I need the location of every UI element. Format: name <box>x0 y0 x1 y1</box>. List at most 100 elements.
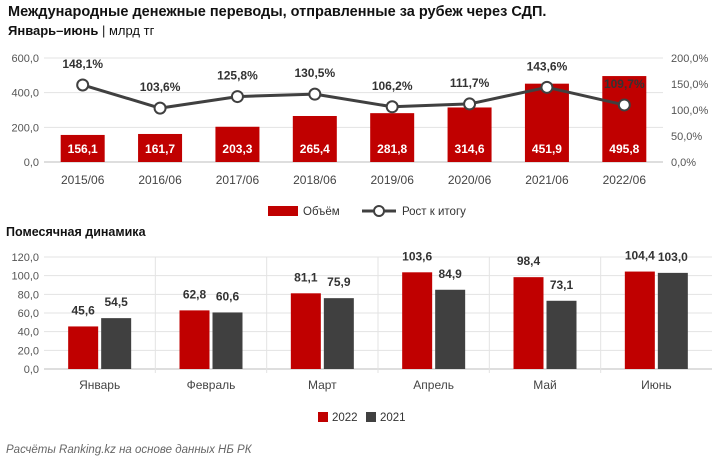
x-category-label: 2021/06 <box>525 173 569 187</box>
legend-label-growth: Рост к итогу <box>402 206 466 218</box>
y-tick-label: 80,0 <box>18 289 39 301</box>
bar-value-label: 156,1 <box>68 142 98 156</box>
y-tick-label: 40,0 <box>18 327 39 339</box>
legend-label-volume: Объём <box>303 206 340 218</box>
bar-2021 <box>546 300 577 369</box>
growth-value-label: 106,2% <box>372 79 413 93</box>
x-category-label: 2018/06 <box>293 173 337 187</box>
bar-2022 <box>290 293 321 369</box>
bar-2022-value-label: 81,1 <box>294 270 318 284</box>
y-tick-label: 100,0 <box>11 271 39 283</box>
bar-2021-value-label: 103,0 <box>658 250 688 264</box>
monthly-section-title: Помесячная динамика <box>6 225 146 239</box>
x-category-label: 2016/06 <box>138 173 182 187</box>
chart-subtitle: Январь–июнь | млрд тг <box>8 23 155 38</box>
bar-2022-value-label: 104,4 <box>625 249 655 263</box>
bar-2022-value-label: 98,4 <box>517 254 541 268</box>
y2-tick-label: 150,0% <box>671 79 709 91</box>
source-note: Расчёты Ranking.kz на основе данных НБ Р… <box>6 444 252 456</box>
legend-swatch-2021 <box>366 412 376 422</box>
period-label: Январь–июнь <box>8 23 99 38</box>
x-category-label: Февраль <box>187 378 236 392</box>
annual-chart: 0,0 200,0 400,0 600,0 0,0% 50,0% 100,0% 150,0% 2… <box>11 53 709 218</box>
bar-2021-value-label: 75,9 <box>327 275 351 289</box>
y-tick-label: 400,0 <box>11 88 39 100</box>
bar-2021 <box>323 298 354 369</box>
x-category-label: Май <box>533 378 557 392</box>
bar-2021 <box>212 312 243 369</box>
growth-value-label: 148,1% <box>62 57 103 71</box>
bar-volume <box>370 113 415 162</box>
growth-point <box>153 101 167 115</box>
bar-2022 <box>68 326 99 369</box>
legend-marker-growth <box>373 205 385 217</box>
growth-point <box>230 90 244 104</box>
bar-2022 <box>402 272 433 369</box>
bar-2022 <box>179 310 210 369</box>
bar-2021-value-label: 60,6 <box>216 289 240 303</box>
bar-volume <box>447 107 492 162</box>
y-tick-label: 0,0 <box>24 157 39 169</box>
x-category-label: 2017/06 <box>216 173 260 187</box>
bar-value-label: 281,8 <box>377 142 407 156</box>
legend-swatch-volume <box>268 206 298 216</box>
y2-tick-label: 0,0% <box>671 157 696 169</box>
x-category-label: 2019/06 <box>370 173 414 187</box>
bar-2021-value-label: 54,5 <box>104 295 128 309</box>
growth-line <box>82 83 625 110</box>
growth-point <box>463 97 477 111</box>
y2-tick-label: 50,0% <box>671 131 702 143</box>
y-tick-label: 200,0 <box>11 122 39 134</box>
monthly-chart: 0,0 20,0 40,0 60,0 80,0 100,0 120,0 45,6 54,5 Янв… <box>11 249 712 424</box>
bar-volume <box>215 126 260 162</box>
x-category-label: 2022/06 <box>603 173 647 187</box>
growth-point <box>540 80 554 94</box>
bar-2021-value-label: 84,9 <box>438 267 462 281</box>
y-tick-label: 60,0 <box>18 308 39 320</box>
bar-value-label: 451,9 <box>532 142 562 156</box>
bar-value-label: 314,6 <box>455 142 485 156</box>
bar-value-label: 495,8 <box>609 142 639 156</box>
growth-value-label: 111,7% <box>450 76 490 90</box>
bar-2022 <box>624 271 655 369</box>
bar-volume <box>602 76 647 162</box>
bar-volume <box>138 133 183 162</box>
legend-label-2022: 2022 <box>332 412 358 424</box>
bar-2022-value-label: 45,6 <box>71 303 95 317</box>
x-category-label: 2020/06 <box>448 173 492 187</box>
bar-2021 <box>435 289 466 369</box>
growth-value-label: 130,5% <box>294 66 335 80</box>
y-tick-label: 120,0 <box>11 252 39 264</box>
bar-2022-value-label: 62,8 <box>183 287 207 301</box>
x-category-label: Июнь <box>641 378 672 392</box>
bar-volume <box>524 83 569 162</box>
x-category-label: Март <box>308 378 337 392</box>
growth-value-label: 125,8% <box>217 69 258 83</box>
bar-value-label: 265,4 <box>300 142 330 156</box>
growth-point <box>308 87 322 101</box>
y-tick-label: 600,0 <box>11 53 39 65</box>
bar-2022 <box>513 277 544 369</box>
unit-label: млрд тг <box>108 23 155 38</box>
bar-2021 <box>657 272 688 369</box>
bar-value-label: 203,3 <box>222 142 252 156</box>
growth-value-label: 143,6% <box>527 59 568 73</box>
growth-value-label: 103,6% <box>140 80 181 94</box>
y-tick-label: 20,0 <box>18 345 39 357</box>
growth-value-label: 109,7% <box>604 77 645 91</box>
bar-2021 <box>101 318 132 369</box>
x-category-label: 2015/06 <box>61 173 105 187</box>
bar-volume <box>292 115 337 162</box>
bar-volume <box>60 134 105 162</box>
chart-title: Международные денежные переводы, отправл… <box>8 4 547 20</box>
bar-2021-value-label: 73,1 <box>550 278 574 292</box>
x-category-label: Январь <box>79 378 120 392</box>
legend-swatch-2022 <box>318 412 328 422</box>
bar-value-label: 161,7 <box>145 142 175 156</box>
x-category-label: Апрель <box>413 378 454 392</box>
legend-label-2021: 2021 <box>380 412 406 424</box>
growth-point <box>617 98 631 112</box>
y-tick-label: 0,0 <box>24 364 39 376</box>
y2-tick-label: 100,0% <box>671 105 709 117</box>
y2-tick-label: 200,0% <box>671 53 709 65</box>
